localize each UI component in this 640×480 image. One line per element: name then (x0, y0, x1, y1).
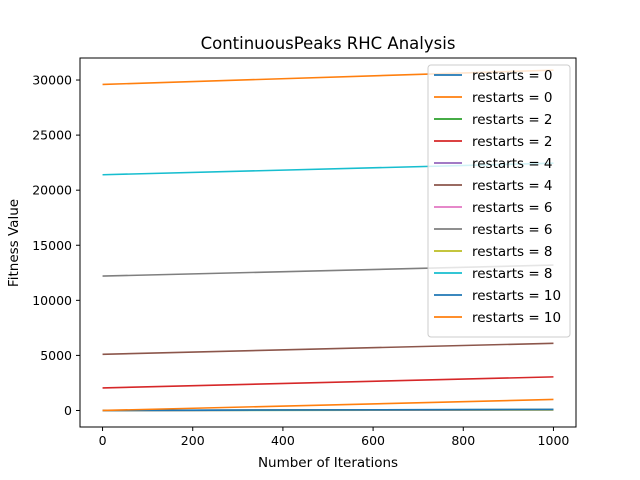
series-line-11 (102, 398, 554, 412)
y-tick-label-5: 25000 (32, 128, 72, 143)
legend-label-10: restarts = 10 (472, 288, 561, 304)
x-axis: 0 200 400 600 800 1000 (99, 427, 570, 448)
series-line-5 (102, 342, 554, 356)
legend-label-0: restarts = 0 (472, 68, 553, 84)
x-tick-label-5: 1000 (538, 433, 570, 448)
plot-frame (79, 57, 577, 428)
legend-label-5: restarts = 4 (472, 178, 553, 194)
series-line-10 (102, 408, 554, 412)
x-tick-label-1: 200 (181, 433, 205, 448)
y-tick-label-3: 15000 (32, 238, 72, 253)
legend-label-11: restarts = 10 (472, 310, 561, 326)
x-tick-label-4: 800 (451, 433, 475, 448)
legend-label-1: restarts = 0 (472, 90, 553, 106)
legend-label-2: restarts = 2 (472, 112, 553, 128)
chart-title: ContinuousPeaks RHC Analysis (201, 34, 456, 53)
y-tick-label-6: 30000 (32, 73, 72, 88)
y-axis-title: Fitness Value (6, 199, 22, 287)
y-tick-label-4: 20000 (32, 183, 72, 198)
legend-label-6: restarts = 6 (472, 200, 553, 216)
legend: restarts = 0 restarts = 0 restarts = 2 rest… (427, 64, 571, 338)
y-tick-label-0: 0 (64, 403, 72, 418)
y-tick-label-2: 10000 (32, 293, 72, 308)
x-tick-label-3: 600 (361, 433, 385, 448)
legend-label-7: restarts = 6 (472, 222, 553, 238)
x-tick-label-2: 400 (271, 433, 295, 448)
legend-label-8: restarts = 8 (472, 244, 553, 260)
x-tick-label-0: 0 (99, 433, 107, 448)
legend-label-9: restarts = 8 (472, 266, 553, 282)
series-line-3 (102, 376, 554, 389)
legend-box (427, 64, 571, 338)
x-axis-title: Number of Iterations (258, 455, 398, 471)
y-tick-label-1: 5000 (40, 348, 72, 363)
y-axis: 0 5000 10000 15000 20000 25000 30000 (32, 73, 80, 418)
legend-label-4: restarts = 4 (472, 156, 553, 172)
legend-label-3: restarts = 2 (472, 134, 553, 150)
